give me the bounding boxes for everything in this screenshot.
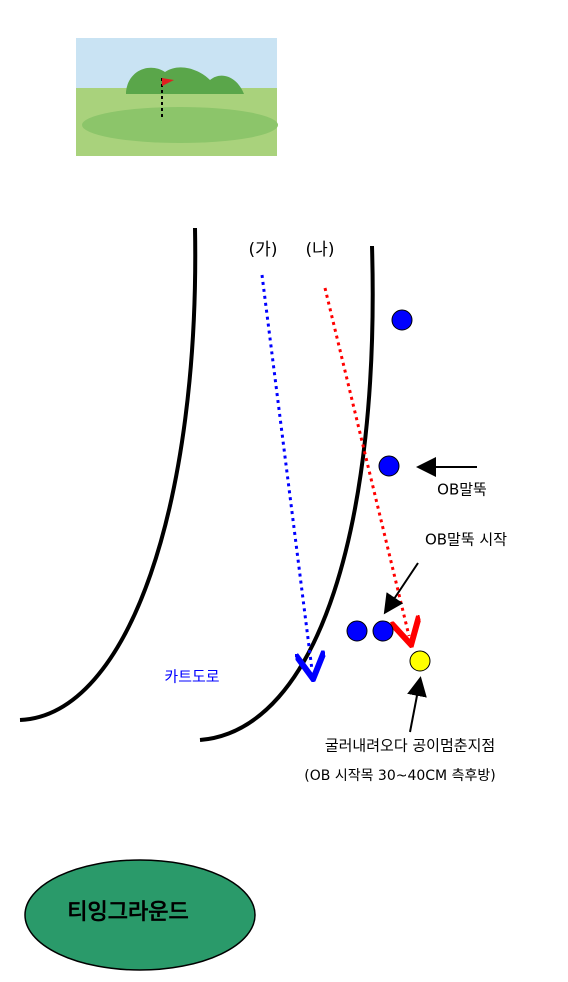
label: OB말뚝 (437, 481, 487, 499)
label: (OB 시작목 30~40CM 측후방) (304, 768, 495, 784)
teeing-ground (24, 859, 256, 971)
arrow (383, 562, 419, 615)
label: (가) (249, 240, 278, 260)
label: 굴러내려오다 공이멈춘지점 (325, 737, 495, 755)
label: 티잉그라운드 (67, 900, 188, 925)
label: 카트도로 (164, 668, 219, 686)
label: (나) (306, 240, 335, 260)
path-ga (260, 274, 312, 670)
golf-image (76, 38, 278, 156)
road-edge-left (19, 227, 198, 722)
arrow (407, 676, 427, 733)
ob-stakes (346, 309, 413, 642)
label: OB말뚝 시작 (425, 531, 507, 549)
road-edge-right (199, 245, 375, 742)
ball (409, 650, 431, 672)
